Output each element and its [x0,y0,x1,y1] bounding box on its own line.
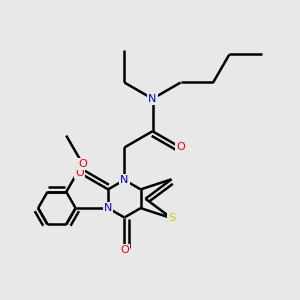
Text: O: O [176,142,185,152]
Text: O: O [120,245,129,255]
Text: O: O [76,168,84,178]
Text: S: S [168,213,175,223]
Text: N: N [104,203,112,213]
Text: N: N [148,94,157,104]
Text: N: N [120,175,129,185]
Text: O: O [78,159,87,169]
